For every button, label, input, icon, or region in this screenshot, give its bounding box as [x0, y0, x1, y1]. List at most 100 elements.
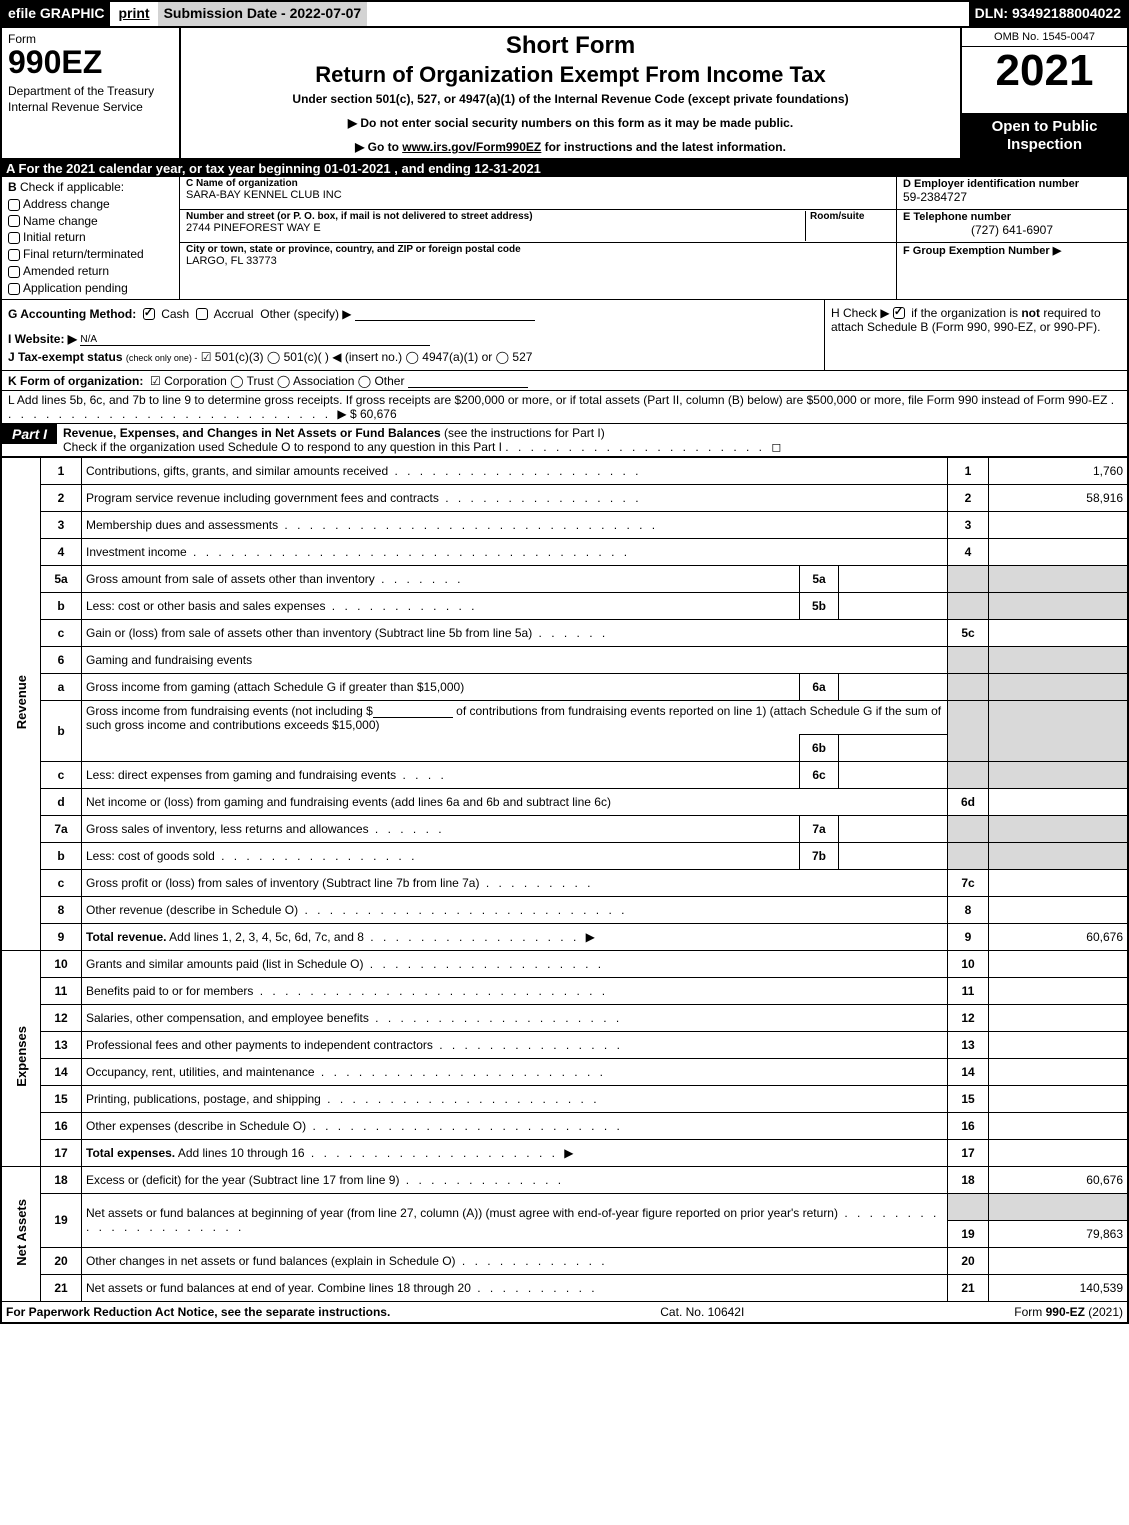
- form-subtitle: Under section 501(c), 527, or 4947(a)(1)…: [187, 92, 954, 106]
- checkbox-initial-return[interactable]: Initial return: [8, 229, 173, 246]
- line-amount: 140,539: [989, 1274, 1129, 1301]
- line-desc: Gaming and fundraising events: [82, 646, 948, 673]
- form-title: Return of Organization Exempt From Incom…: [187, 62, 954, 88]
- room-label: Room/suite: [810, 211, 890, 222]
- line-num: 17: [41, 1139, 82, 1166]
- line-num: 18: [41, 1166, 82, 1193]
- part-title-sub: (see the instructions for Part I): [444, 426, 605, 440]
- line-num: c: [41, 619, 82, 646]
- line-num: 5a: [41, 565, 82, 592]
- k-other-field[interactable]: [408, 373, 528, 388]
- print-link[interactable]: print: [112, 2, 157, 26]
- line-desc: Less: direct expenses from gaming and fu…: [82, 761, 800, 788]
- irs-link[interactable]: www.irs.gov/Form990EZ: [402, 140, 541, 154]
- phone-cell: E Telephone number (727) 641-6907: [897, 210, 1127, 243]
- checkbox-final-return[interactable]: Final return/terminated: [8, 246, 173, 263]
- section-b: B Check if applicable: Address change Na…: [2, 177, 180, 299]
- revenue-section-label: Revenue: [1, 457, 41, 950]
- line-amount: [989, 1139, 1129, 1166]
- line-right-num: 10: [948, 950, 989, 977]
- line-right-num: 15: [948, 1085, 989, 1112]
- line-right-num: 3: [948, 511, 989, 538]
- line-amount: [989, 1031, 1129, 1058]
- shade-cell: [948, 592, 989, 619]
- l-amount: ▶ $ 60,676: [337, 407, 396, 421]
- street-label: Number and street (or P. O. box, if mail…: [186, 211, 805, 222]
- phone-label: E Telephone number: [903, 211, 1121, 223]
- shade-cell: [989, 1193, 1129, 1220]
- sub-num: 7b: [800, 842, 839, 869]
- sub-amount: [839, 761, 948, 788]
- line-num: 4: [41, 538, 82, 565]
- line-amount: [989, 950, 1129, 977]
- g-other-field[interactable]: [355, 306, 535, 321]
- line-right-num: 4: [948, 538, 989, 565]
- line-num: 10: [41, 950, 82, 977]
- line-desc: Other revenue (describe in Schedule O) .…: [82, 896, 948, 923]
- line-amount: [989, 619, 1129, 646]
- form-number: 990EZ: [8, 46, 173, 78]
- checkbox-cash-icon[interactable]: [143, 308, 155, 320]
- line-desc: Contributions, gifts, grants, and simila…: [82, 457, 948, 484]
- line-desc: Membership dues and assessments . . . . …: [82, 511, 948, 538]
- checkbox-application-pending[interactable]: Application pending: [8, 280, 173, 297]
- instruction-2: ▶ Go to www.irs.gov/Form990EZ for instru…: [187, 140, 954, 154]
- instruction-1: ▶ Do not enter social security numbers o…: [187, 116, 954, 130]
- line-right-num: 19: [948, 1220, 989, 1247]
- line-amount: [989, 869, 1129, 896]
- shade-cell: [948, 700, 989, 761]
- g-accrual: Accrual: [214, 307, 254, 321]
- k-label: K Form of organization:: [8, 374, 143, 388]
- line-amount: [989, 511, 1129, 538]
- line-desc: Net assets or fund balances at end of ye…: [82, 1274, 948, 1301]
- part-checkbox[interactable]: ◻: [771, 440, 781, 454]
- sub-amount: [839, 734, 948, 761]
- checkbox-icon: [8, 266, 20, 278]
- contrib-amount-field[interactable]: [373, 703, 453, 718]
- line-right-num: 8: [948, 896, 989, 923]
- line-desc: Gross income from fundraising events (no…: [82, 700, 948, 734]
- line-desc: Investment income . . . . . . . . . . . …: [82, 538, 948, 565]
- omb-number: OMB No. 1545-0047: [962, 28, 1127, 47]
- sub-num: 7a: [800, 815, 839, 842]
- sub-amount: [839, 815, 948, 842]
- line-right-num: 14: [948, 1058, 989, 1085]
- line-desc: Benefits paid to or for members . . . . …: [82, 977, 948, 1004]
- line-amount: [989, 1085, 1129, 1112]
- g-other: Other (specify) ▶: [260, 307, 351, 321]
- g-cash: Cash: [161, 307, 189, 321]
- line-right-num: 5c: [948, 619, 989, 646]
- checkbox-h-icon[interactable]: [893, 307, 905, 319]
- department: Department of the Treasury Internal Reve…: [8, 84, 173, 115]
- street-cell: Number and street (or P. O. box, if mail…: [180, 210, 896, 243]
- phone-value: (727) 641-6907: [903, 223, 1121, 237]
- revenue-table: Revenue 1 Contributions, gifts, grants, …: [0, 457, 1129, 1302]
- h-pre: H Check ▶: [831, 306, 893, 320]
- line-desc: Net income or (loss) from gaming and fun…: [82, 788, 948, 815]
- line-l: L Add lines 5b, 6c, and 7b to line 9 to …: [0, 390, 1129, 424]
- line-amount: [989, 538, 1129, 565]
- line-desc: Salaries, other compensation, and employ…: [82, 1004, 948, 1031]
- line-right-num: 12: [948, 1004, 989, 1031]
- checkbox-amended-return[interactable]: Amended return: [8, 263, 173, 280]
- shade-cell: [989, 815, 1129, 842]
- expenses-section-label: Expenses: [1, 950, 41, 1166]
- k-options: ☑ Corporation ◯ Trust ◯ Association ◯ Ot…: [150, 374, 404, 388]
- sub-num: 6c: [800, 761, 839, 788]
- checkbox-icon: [8, 199, 20, 211]
- line-a: A For the 2021 calendar year, or tax yea…: [0, 160, 1129, 177]
- section-b-label: Check if applicable:: [20, 180, 124, 194]
- checkbox-label: Amended return: [23, 264, 109, 278]
- line-num: c: [41, 869, 82, 896]
- line-desc: Gross income from gaming (attach Schedul…: [82, 673, 800, 700]
- footer-right: Form 990-EZ (2021): [1014, 1305, 1123, 1319]
- line-right-num: 21: [948, 1274, 989, 1301]
- line-right-num: 16: [948, 1112, 989, 1139]
- line-amount: [989, 1247, 1129, 1274]
- checkbox-name-change[interactable]: Name change: [8, 213, 173, 230]
- checkbox-address-change[interactable]: Address change: [8, 196, 173, 213]
- checkbox-accrual-icon[interactable]: [196, 308, 208, 320]
- instr2-pre: ▶ Go to: [355, 140, 402, 154]
- city-cell: City or town, state or province, country…: [180, 243, 896, 275]
- line-desc: Grants and similar amounts paid (list in…: [82, 950, 948, 977]
